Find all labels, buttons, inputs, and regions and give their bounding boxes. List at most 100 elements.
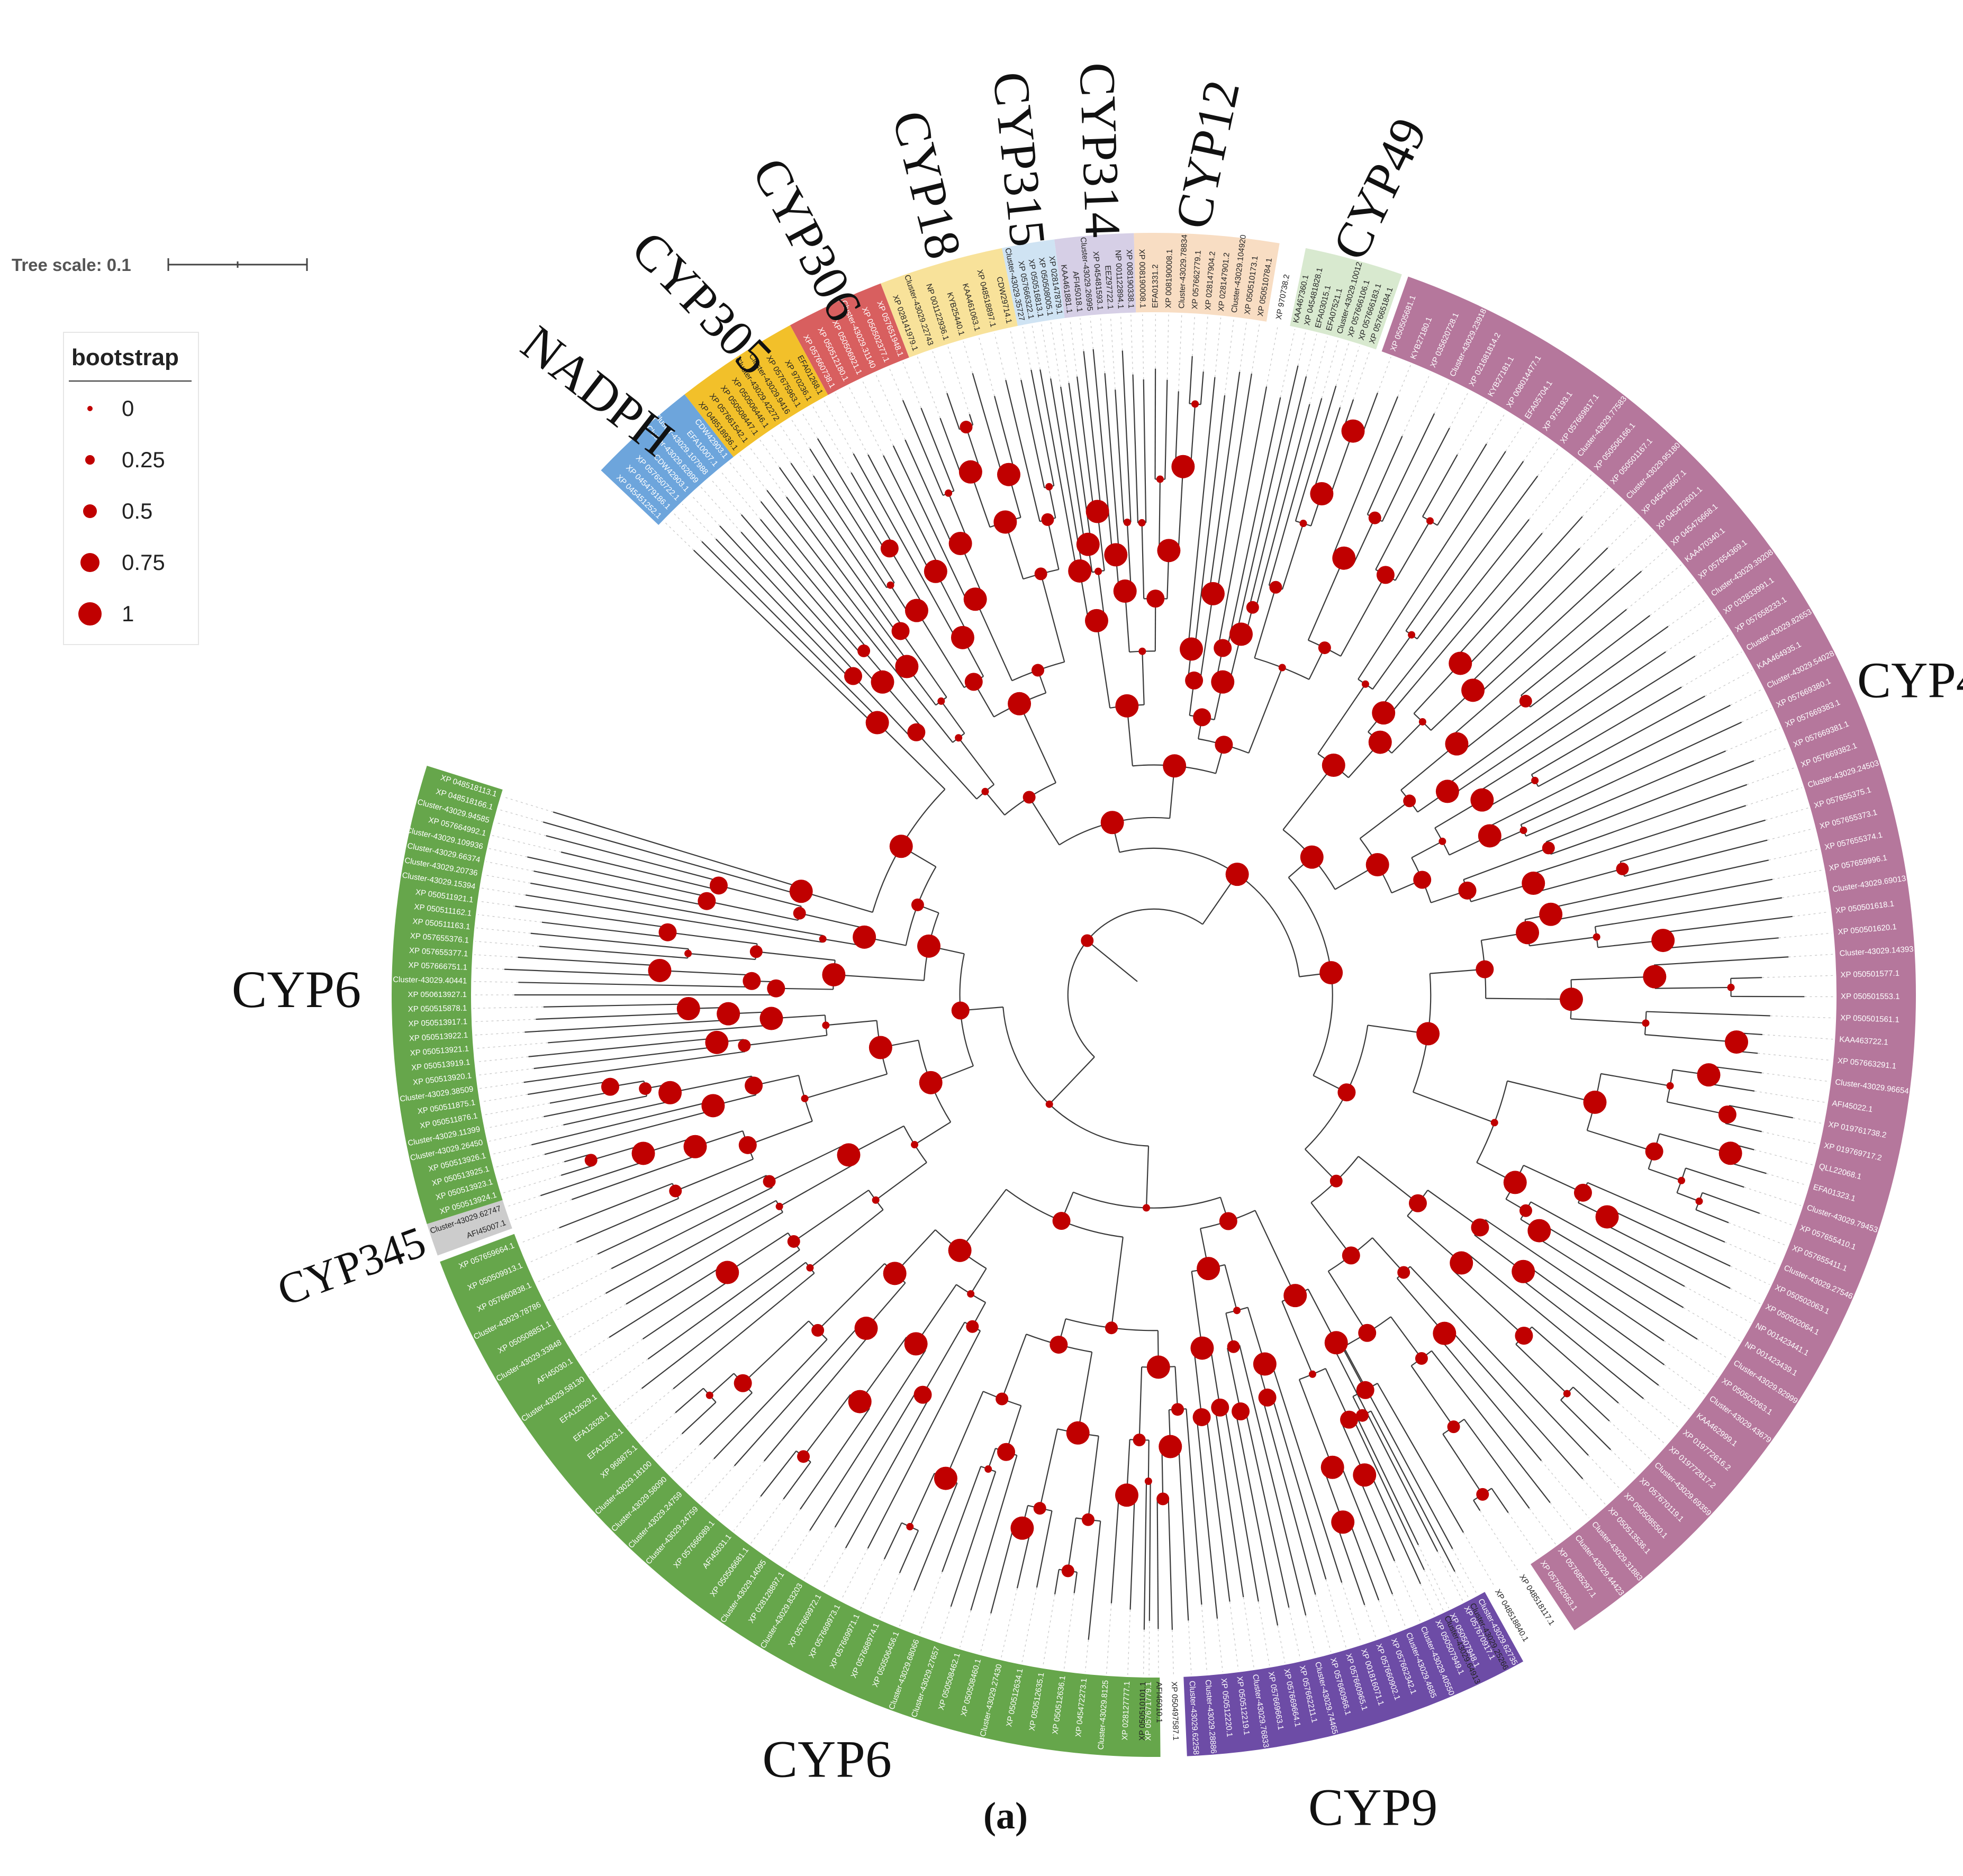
leaf-branch [1178,1446,1189,1621]
bootstrap-node [1193,708,1211,727]
leaf-guide [1741,708,1771,723]
bootstrap-node [883,1262,907,1285]
leaf-guide [1663,1340,1717,1377]
clade-band-cyp6a [391,765,503,1225]
internal-branch [591,1145,641,1161]
internal-branch [859,1337,907,1402]
bootstrap-node [869,1036,892,1059]
internal-branch [1372,1237,1405,1273]
internal-branch [1462,701,1526,752]
leaf-branch [1477,568,1615,696]
leaf-branch [1340,1464,1393,1594]
bootstrap-node [948,532,972,556]
leaf-branch [1549,859,1769,909]
bootstrap-node [1642,1019,1650,1027]
leaf-guide [1325,1579,1346,1648]
leaf-branch [1143,379,1147,523]
leaf-guide [492,1144,532,1155]
bootstrap-node [1439,837,1446,845]
legend-item-label: 0 [122,396,134,421]
leaf-guide [739,454,767,491]
leaf-branch [1245,1410,1290,1608]
leaf-branch [1186,1409,1202,1605]
clade-band-cyp305 [684,325,828,457]
leaf-guide [556,1293,606,1321]
bootstrap-node [1010,1516,1034,1540]
internal-branch [1174,1366,1179,1410]
bootstrap-node [1115,1483,1138,1507]
leaf-guide [475,941,540,947]
leaf-branch [1271,1396,1327,1580]
leaf-branch [1572,1386,1610,1422]
leaf-guide [1142,314,1144,379]
internal-branch [799,912,866,929]
leaf-branch [1110,1494,1120,1603]
internal-branch [1427,1190,1481,1228]
leaf-guide [1728,1222,1787,1246]
bootstrap-node [1225,863,1249,886]
internal-branch [984,791,1006,815]
bootstrap-node [945,489,953,497]
leaf-guide [1060,321,1070,383]
leaf-branch [576,1198,679,1243]
leaf-guide [1695,633,1731,657]
leaf-guide [1454,1571,1469,1599]
leaf-guide [476,927,531,934]
bootstrap-node [1718,1105,1736,1124]
bootstrap-node [1470,788,1494,812]
bootstrap-node [1542,841,1555,855]
internal-branch [1400,743,1458,791]
leaf-branch [740,531,879,686]
internal-branch [1209,1347,1221,1408]
internal-branch [776,987,834,990]
bootstrap-node [1478,824,1501,848]
leaf-branch [611,1186,773,1270]
leaf-branch [813,475,888,588]
leaf-branch [647,1249,800,1360]
leaf-guide [1582,487,1608,517]
leaf-branch [1450,570,1642,738]
leaf-guide [1541,1460,1590,1518]
bootstrap-node [1458,881,1477,900]
bootstrap-node [648,958,672,982]
internal-branch [1281,1301,1313,1375]
leaf-guide [477,1068,534,1076]
bootstrap-node [709,876,728,895]
leaf-branch [1156,1499,1159,1629]
leaf-guide [682,504,717,540]
leaf-guide [1070,319,1078,377]
bootstrap-node [934,1466,957,1490]
bootstrap-node [639,1082,652,1095]
leaf-branch [1036,1510,1053,1588]
leaf-branch [605,1200,776,1294]
internal-branch [801,891,873,913]
bootstrap-node [584,1154,598,1167]
bootstrap-node [1573,1183,1592,1202]
bootstrap-node [1084,609,1108,632]
bootstrap-node [1512,1259,1535,1283]
leaf-guide [812,405,852,473]
leaf-guide [1243,1597,1254,1669]
leaf-guide [1378,1600,1391,1633]
internal-branch [889,548,925,607]
leaf-branch [1206,1416,1231,1602]
internal-branch [1193,1349,1202,1418]
leaf-branch [990,1526,1015,1614]
leaf-guide [803,1527,836,1579]
leaf-branch [531,1101,712,1146]
bootstrap-node [801,1094,809,1102]
internal-branch [756,951,835,961]
bootstrap-node [1034,567,1047,581]
leaf-branch [1224,1407,1259,1602]
leaf-branch [1454,516,1583,659]
bootstrap-node [880,539,899,558]
internal-branch [922,1321,965,1395]
bootstrap-node [1445,732,1469,756]
bootstrap-node [1211,1398,1229,1417]
bootstrap-node [797,1450,810,1463]
bootstrap-node [906,1522,914,1530]
leaf-branch [1381,413,1435,522]
leaf-branch [759,519,867,649]
leaf-guide [484,1102,550,1116]
leaf-guide [1614,532,1654,569]
